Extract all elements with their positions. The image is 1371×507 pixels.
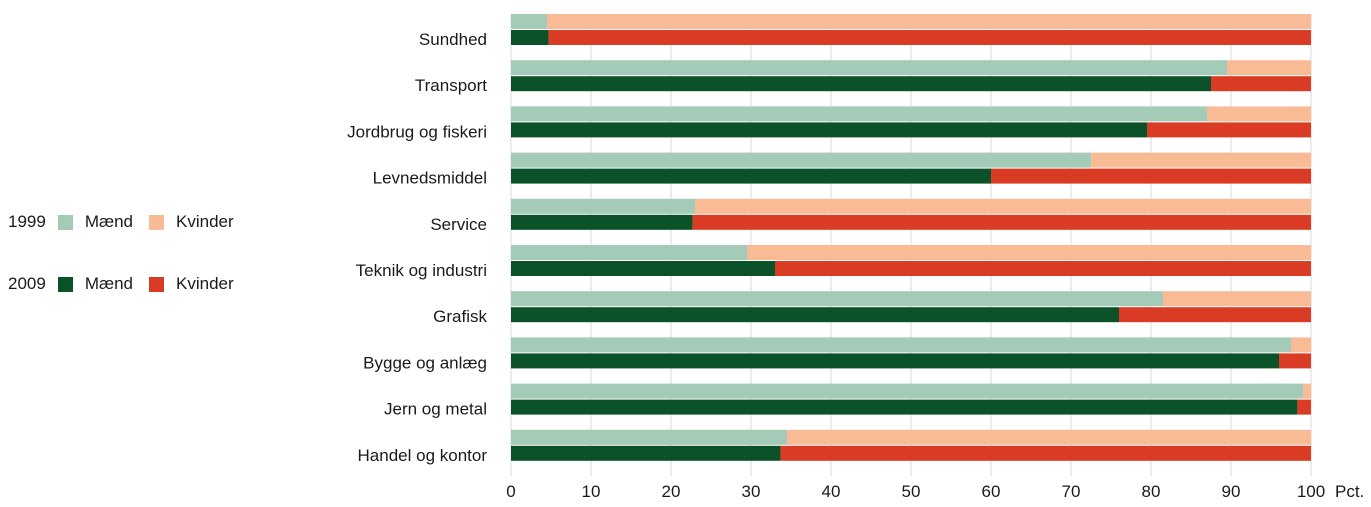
- bars: [511, 14, 1311, 461]
- bar-1999-kvinder: [547, 14, 1311, 29]
- category-label: Levnedsmiddel: [373, 169, 487, 188]
- bar-1999-kvinder: [1163, 291, 1311, 307]
- bar-1999-kvinder: [1227, 60, 1311, 76]
- x-axis-unit-label: Pct.: [1335, 482, 1364, 501]
- bar-2009-maend: [511, 168, 991, 184]
- category-labels: Sundhed Transport Jordbrug og fiskeri Levne…: [347, 30, 487, 465]
- bar-2009-maend: [511, 307, 1119, 323]
- bar-2009-kvinder: [991, 168, 1311, 184]
- legend-label-women: Kvinder: [176, 274, 234, 293]
- x-tick-label: 80: [1142, 482, 1161, 501]
- bar-1999-maend: [511, 60, 1227, 76]
- bar-2009-kvinder: [1279, 353, 1311, 369]
- bar-1999-maend: [511, 245, 747, 260]
- legend-label-men: Mænd: [84, 212, 134, 231]
- bar-1999-maend: [511, 198, 695, 214]
- bar-2009-kvinder: [775, 261, 1311, 276]
- bar-2009-kvinder: [1147, 122, 1311, 138]
- legend-row-2009: 2009 Mænd Kvinder: [8, 274, 250, 294]
- bar-1999-maend: [511, 337, 1291, 353]
- x-tick-label: 70: [1062, 482, 1081, 501]
- bar-1999-kvinder: [1207, 106, 1311, 122]
- legend-label-men: Mænd: [84, 274, 134, 293]
- bar-1999-kvinder: [787, 429, 1311, 445]
- bar-2009-kvinder: [548, 30, 1311, 45]
- legend-swatch-women-2009: [149, 276, 165, 292]
- bar-1999-kvinder: [1091, 152, 1311, 168]
- legend-label-women: Kvinder: [176, 212, 234, 231]
- bar-1999-kvinder: [1303, 383, 1311, 399]
- legend-year: 2009: [8, 274, 46, 293]
- x-tick-label: 100: [1297, 482, 1325, 501]
- bar-1999-kvinder: [695, 198, 1311, 214]
- category-label: Service: [430, 215, 487, 234]
- legend-swatch-men-2009: [57, 276, 73, 292]
- bar-1999-maend: [511, 106, 1207, 122]
- bar-2009-kvinder: [1119, 307, 1311, 323]
- category-label: Teknik og industri: [356, 261, 487, 280]
- bar-1999-maend: [511, 383, 1303, 399]
- x-tick-label: 20: [662, 482, 681, 501]
- bar-1999-maend: [511, 14, 547, 29]
- bar-2009-maend: [511, 261, 775, 276]
- legend-row-1999: 1999 Mænd Kvinder: [8, 212, 250, 232]
- bar-1999-maend: [511, 429, 787, 445]
- bar-2009-maend: [511, 353, 1279, 369]
- x-tick-label: 30: [742, 482, 761, 501]
- x-tick-label: 90: [1222, 482, 1241, 501]
- x-tick-label: 60: [982, 482, 1001, 501]
- x-tick-label: 50: [902, 482, 921, 501]
- bar-1999-kvinder: [1291, 337, 1311, 353]
- category-label: Bygge og anlæg: [363, 353, 487, 372]
- bar-2009-kvinder: [780, 445, 1311, 461]
- bar-2009-kvinder: [1211, 76, 1311, 92]
- bar-1999-maend: [511, 152, 1091, 168]
- x-tick-label: 0: [506, 482, 515, 501]
- category-label: Sundhed: [419, 30, 487, 49]
- bar-2009-maend: [511, 214, 693, 230]
- category-label: Transport: [415, 76, 487, 95]
- category-label: Handel og kontor: [358, 446, 488, 465]
- legend-swatch-women-1999: [149, 214, 165, 230]
- bar-2009-maend: [511, 30, 549, 45]
- bar-2009-maend: [511, 399, 1298, 415]
- category-label: Jordbrug og fiskeri: [347, 122, 487, 141]
- bar-1999-kvinder: [747, 245, 1311, 260]
- legend-year: 1999: [8, 212, 46, 231]
- legend-swatch-men-1999: [57, 214, 73, 230]
- bar-2009-maend: [511, 122, 1147, 138]
- bar-2009-maend: [511, 445, 781, 461]
- bar-2009-kvinder: [1297, 399, 1311, 415]
- bar-2009-kvinder: [692, 214, 1311, 230]
- category-label: Grafisk: [433, 307, 487, 326]
- bar-2009-maend: [511, 76, 1211, 92]
- category-label: Jern og metal: [384, 400, 487, 419]
- x-axis-tick-labels: 0 10 20 30 40 50 60 70 80 90 100: [506, 482, 1325, 501]
- bar-1999-maend: [511, 291, 1163, 307]
- x-tick-label: 10: [582, 482, 601, 501]
- x-tick-label: 40: [822, 482, 841, 501]
